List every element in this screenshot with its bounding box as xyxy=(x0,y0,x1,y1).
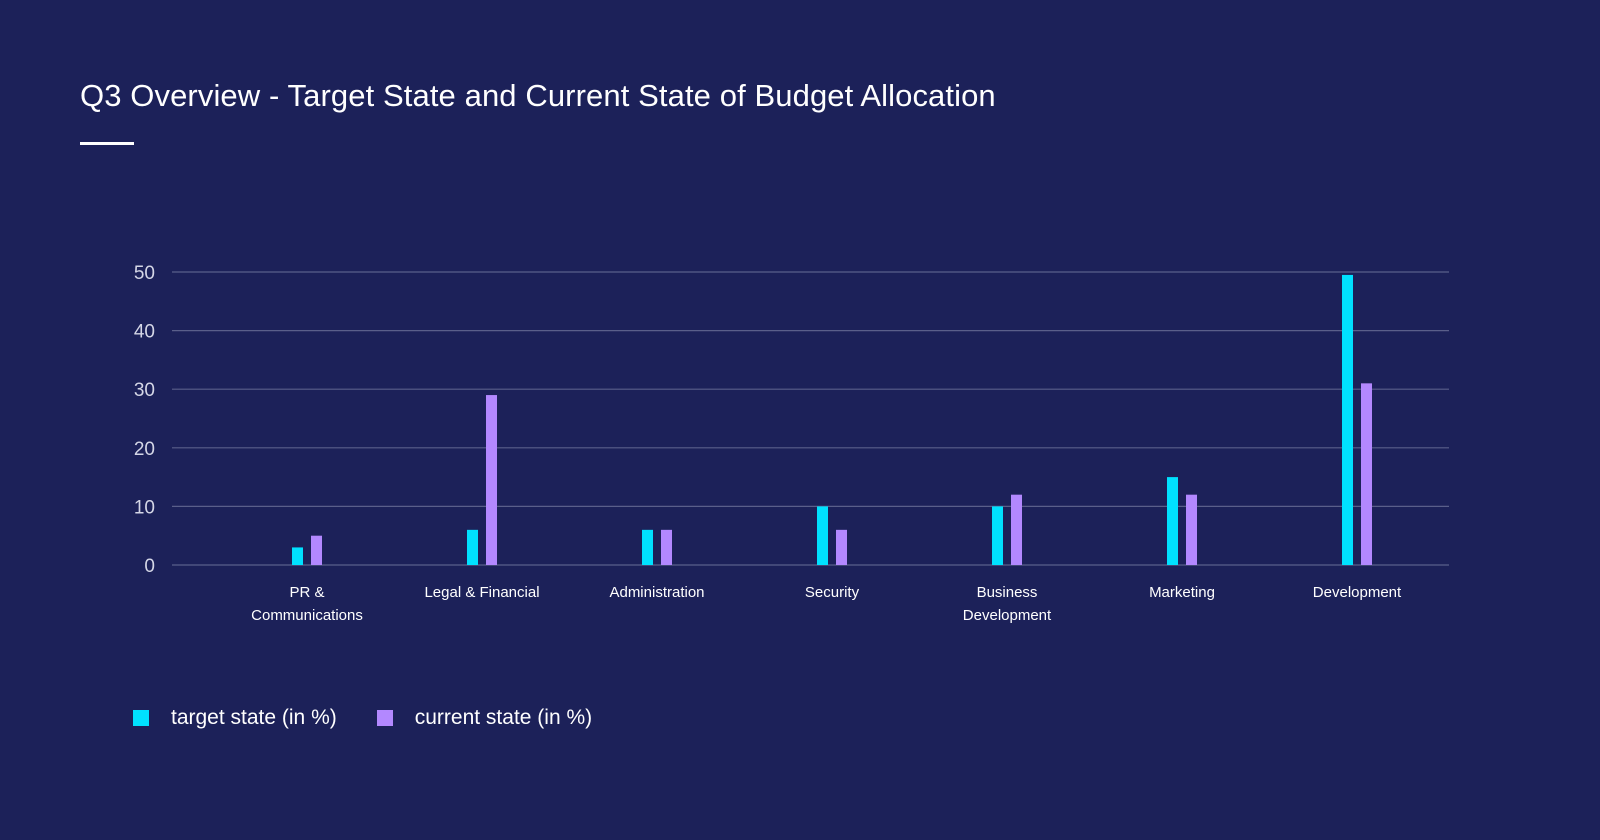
bar-target xyxy=(817,506,828,565)
chart-title: Q3 Overview - Target State and Current S… xyxy=(80,78,996,113)
legend-swatch-current xyxy=(376,710,393,726)
x-tick-label: Security xyxy=(805,584,860,601)
gridlines xyxy=(172,271,1449,566)
x-tick-label: Administration xyxy=(609,584,704,601)
bar-target xyxy=(467,529,478,565)
bar-current xyxy=(661,529,672,565)
x-tick-label: Business Development xyxy=(963,584,1052,624)
legend-swatch-target xyxy=(133,710,149,726)
y-tick-label: 40 xyxy=(134,322,155,343)
legend-label-current: current state (in %) xyxy=(414,706,593,729)
legend-item-target[interactable]: target state (in %) xyxy=(133,706,337,730)
x-tick-label: Legal & Financial xyxy=(424,584,539,601)
bar-current xyxy=(1361,383,1372,565)
y-tick-label: 30 xyxy=(134,380,155,401)
x-tick-label: PR & Communications xyxy=(251,584,363,624)
bar-target xyxy=(992,506,1003,565)
legend-label-target: target state (in %) xyxy=(171,706,337,729)
bar-target xyxy=(1167,477,1178,565)
legend-item-current[interactable]: current state (in %) xyxy=(376,706,593,730)
bar-current xyxy=(486,395,497,565)
y-tick-label: 20 xyxy=(134,439,155,460)
bar-target xyxy=(292,547,303,565)
y-tick-label: 10 xyxy=(134,497,155,518)
bar-target xyxy=(1342,274,1353,565)
bar-current xyxy=(1011,494,1022,565)
bars xyxy=(292,274,1372,565)
bar-current xyxy=(311,535,322,565)
legend: target state (in %) current state (in %) xyxy=(133,706,632,730)
x-tick-label: Marketing xyxy=(1149,584,1215,601)
bar-target xyxy=(642,529,653,565)
y-axis-ticks: 0 10 20 30 40 50 xyxy=(134,263,155,577)
bar-current xyxy=(1186,494,1197,565)
bar-current xyxy=(836,529,847,565)
x-tick-label: Development xyxy=(1313,584,1402,601)
y-tick-label: 50 xyxy=(134,263,155,284)
x-axis-labels: PR & Communications Legal & Financial Admin… xyxy=(251,584,1402,624)
y-tick-label: 0 xyxy=(144,556,155,577)
title-underline xyxy=(80,142,134,145)
